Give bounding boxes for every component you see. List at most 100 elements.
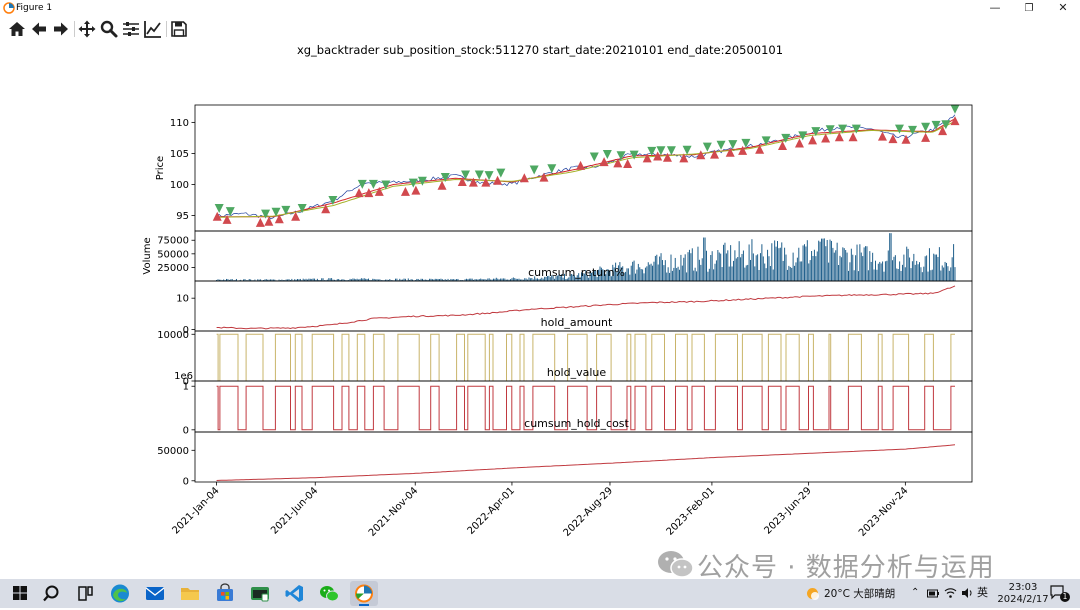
buy-marker [400,186,410,196]
weather-widget[interactable] [804,585,821,602]
file-explorer-taskbar-app[interactable] [176,581,204,606]
python-figure-icon [355,584,373,603]
pan-button[interactable] [77,19,97,39]
terminal-taskbar-app[interactable] [246,581,274,606]
wifi-icon[interactable] [944,587,957,599]
sell-marker [381,180,391,190]
buy-marker [212,211,222,221]
sell-marker [261,209,271,219]
terminal-icon [251,587,269,602]
vscode-icon [285,585,303,602]
ytick-label: 105 [170,149,189,160]
edge-icon [111,584,129,603]
sell-marker [440,173,450,182]
ytick-label: 50000 [157,249,189,260]
buy-marker [222,214,232,224]
buy-marker [255,217,265,227]
python-figure-taskbar-app[interactable] [350,581,378,606]
figure-canvas[interactable]: xg_backtrader sub_position_stock:511270 … [0,41,1080,579]
home-button[interactable] [7,19,27,39]
matplotlib-toolbar [0,17,1080,41]
back-button[interactable] [29,19,49,39]
close-button[interactable]: ✕ [1046,0,1080,16]
notification-button[interactable]: 1 [1050,585,1070,602]
buy-marker [437,180,447,190]
save-button[interactable] [169,19,189,39]
close-icon: ✕ [1058,1,1068,14]
vscode-taskbar-app[interactable] [281,581,309,606]
forward-button[interactable] [51,19,71,39]
sell-marker [589,152,599,162]
subplot-price[interactable]: 95 100 105 110 Price [155,104,973,232]
ytick-label: 0 [183,325,189,336]
restore-button[interactable]: ❐ [1012,0,1046,16]
tray-overflow-icon[interactable]: ⌃ [911,587,920,598]
buy-marker [950,116,960,126]
sell-marker [656,146,666,156]
ylabel-volume: Volume [142,237,153,274]
sell-marker [908,125,918,135]
subplot-cumsum_hold_cost[interactable]: 0 50000 cumsum_hold_cost [157,417,973,487]
volume-icon[interactable] [961,587,974,599]
file-explorer-icon [181,588,199,600]
buy-marker [576,160,586,170]
wechat-taskbar-app[interactable] [315,581,343,606]
subplot-title-cumsum_return: cumsum_return% [528,266,625,279]
clock-date[interactable]: 2024/2/17 [997,594,1049,605]
home-icon [9,22,25,36]
buy-marker [888,134,898,144]
weather-text[interactable]: 20°C 大部晴朗 [824,588,896,600]
windows-taskbar: 20°C 大部晴朗 ⌃ 英 23:03 2024/2/17 1 [0,579,1080,608]
zoom-icon [100,20,118,38]
plot-area-hold_value [216,385,955,431]
plot-area-cumsum_return [216,285,956,330]
pan-icon [78,20,96,38]
clock-time[interactable]: 23:03 [1008,582,1038,593]
buy-marker [613,158,623,168]
buy-marker [519,173,529,183]
sell-marker [357,179,367,189]
ytick-label: 50000 [157,446,189,457]
sell-marker [941,120,951,130]
window-titlebar[interactable]: Figure 1 — ❐ ✕ [0,0,1080,16]
ytick-label: 110 [170,118,189,129]
edit-axes-icon [144,21,161,38]
weather-sun-icon [807,588,819,600]
sell-marker [461,170,471,180]
buy-marker [938,126,948,136]
subplot-cumsum_return[interactable]: 0 10 cumsum_return% [176,266,973,336]
subplots-button[interactable] [121,19,141,39]
task-view-button[interactable] [71,581,99,606]
sell-marker [728,140,738,150]
buy-marker [755,144,765,154]
edit-axes-button[interactable] [143,19,163,39]
search-button[interactable] [37,581,65,606]
buy-marker [291,211,301,221]
ytick-label: 1 [183,382,189,393]
minimize-button[interactable]: — [978,0,1012,16]
ime-indicator[interactable]: 英 [977,586,988,599]
buy-marker [777,140,787,150]
restore-icon: ❐ [1024,3,1034,14]
buy-marker [848,132,858,142]
sell-marker [602,150,612,160]
ytick-label: 75000 [157,236,189,247]
start-button[interactable] [6,581,34,606]
cumsum_return-line [216,285,956,330]
battery-icon[interactable] [927,588,939,599]
plot-area-price [216,114,956,220]
edge-taskbar-app[interactable] [106,581,134,606]
watermark: 公众号 · 数据分析与运用 [655,548,995,583]
xtick-label: 2021-Nov-04 [367,485,420,538]
ytick-label: 100 [170,180,189,191]
sell-marker [417,176,427,186]
xtick-label: 2022-Apr-01 [466,485,518,537]
forward-icon [54,22,68,36]
ytick-label: 0 [183,377,189,388]
buy-marker [738,145,748,155]
store-icon [217,583,233,601]
store-taskbar-app[interactable] [211,581,239,606]
mail-taskbar-app[interactable] [141,581,169,606]
zoom-button[interactable] [99,19,119,39]
subplot-title-cumsum_hold_cost: cumsum_hold_cost [524,417,629,430]
